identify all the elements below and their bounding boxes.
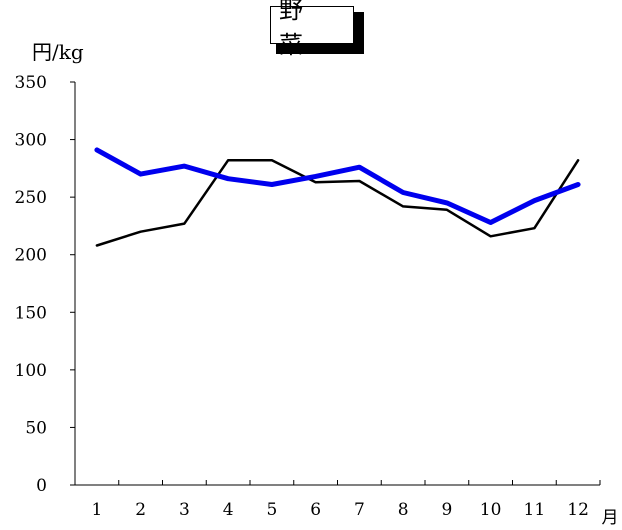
y-tick-label: 0 xyxy=(36,476,47,496)
y-tick-label: 150 xyxy=(15,303,47,323)
y-tick-label: 250 xyxy=(15,188,47,208)
x-tick-label: 7 xyxy=(354,500,365,520)
y-tick-label: 50 xyxy=(25,418,47,438)
x-tick-label: 4 xyxy=(223,500,234,520)
y-tick-label: 100 xyxy=(15,361,47,381)
y-tick-label: 300 xyxy=(15,131,47,151)
y-axis-unit-label: 円/kg xyxy=(32,40,84,64)
x-tick-label: 12 xyxy=(567,500,589,520)
x-axis-unit-label: 月 xyxy=(602,508,619,528)
series-line-1 xyxy=(95,159,580,247)
x-tick-label: 8 xyxy=(398,500,409,520)
x-tick-label: 10 xyxy=(480,500,502,520)
x-tick-label: 3 xyxy=(179,500,190,520)
x-tick-label: 11 xyxy=(524,500,546,520)
x-tick-label: 5 xyxy=(266,500,277,520)
y-tick-label: 200 xyxy=(15,246,47,266)
x-tick-label: 6 xyxy=(310,500,321,520)
x-tick-label: 1 xyxy=(91,500,102,520)
y-tick-label: 350 xyxy=(15,73,47,93)
x-tick-label: 9 xyxy=(441,500,452,520)
x-tick-label: 2 xyxy=(135,500,146,520)
series-line-2 xyxy=(94,147,581,225)
